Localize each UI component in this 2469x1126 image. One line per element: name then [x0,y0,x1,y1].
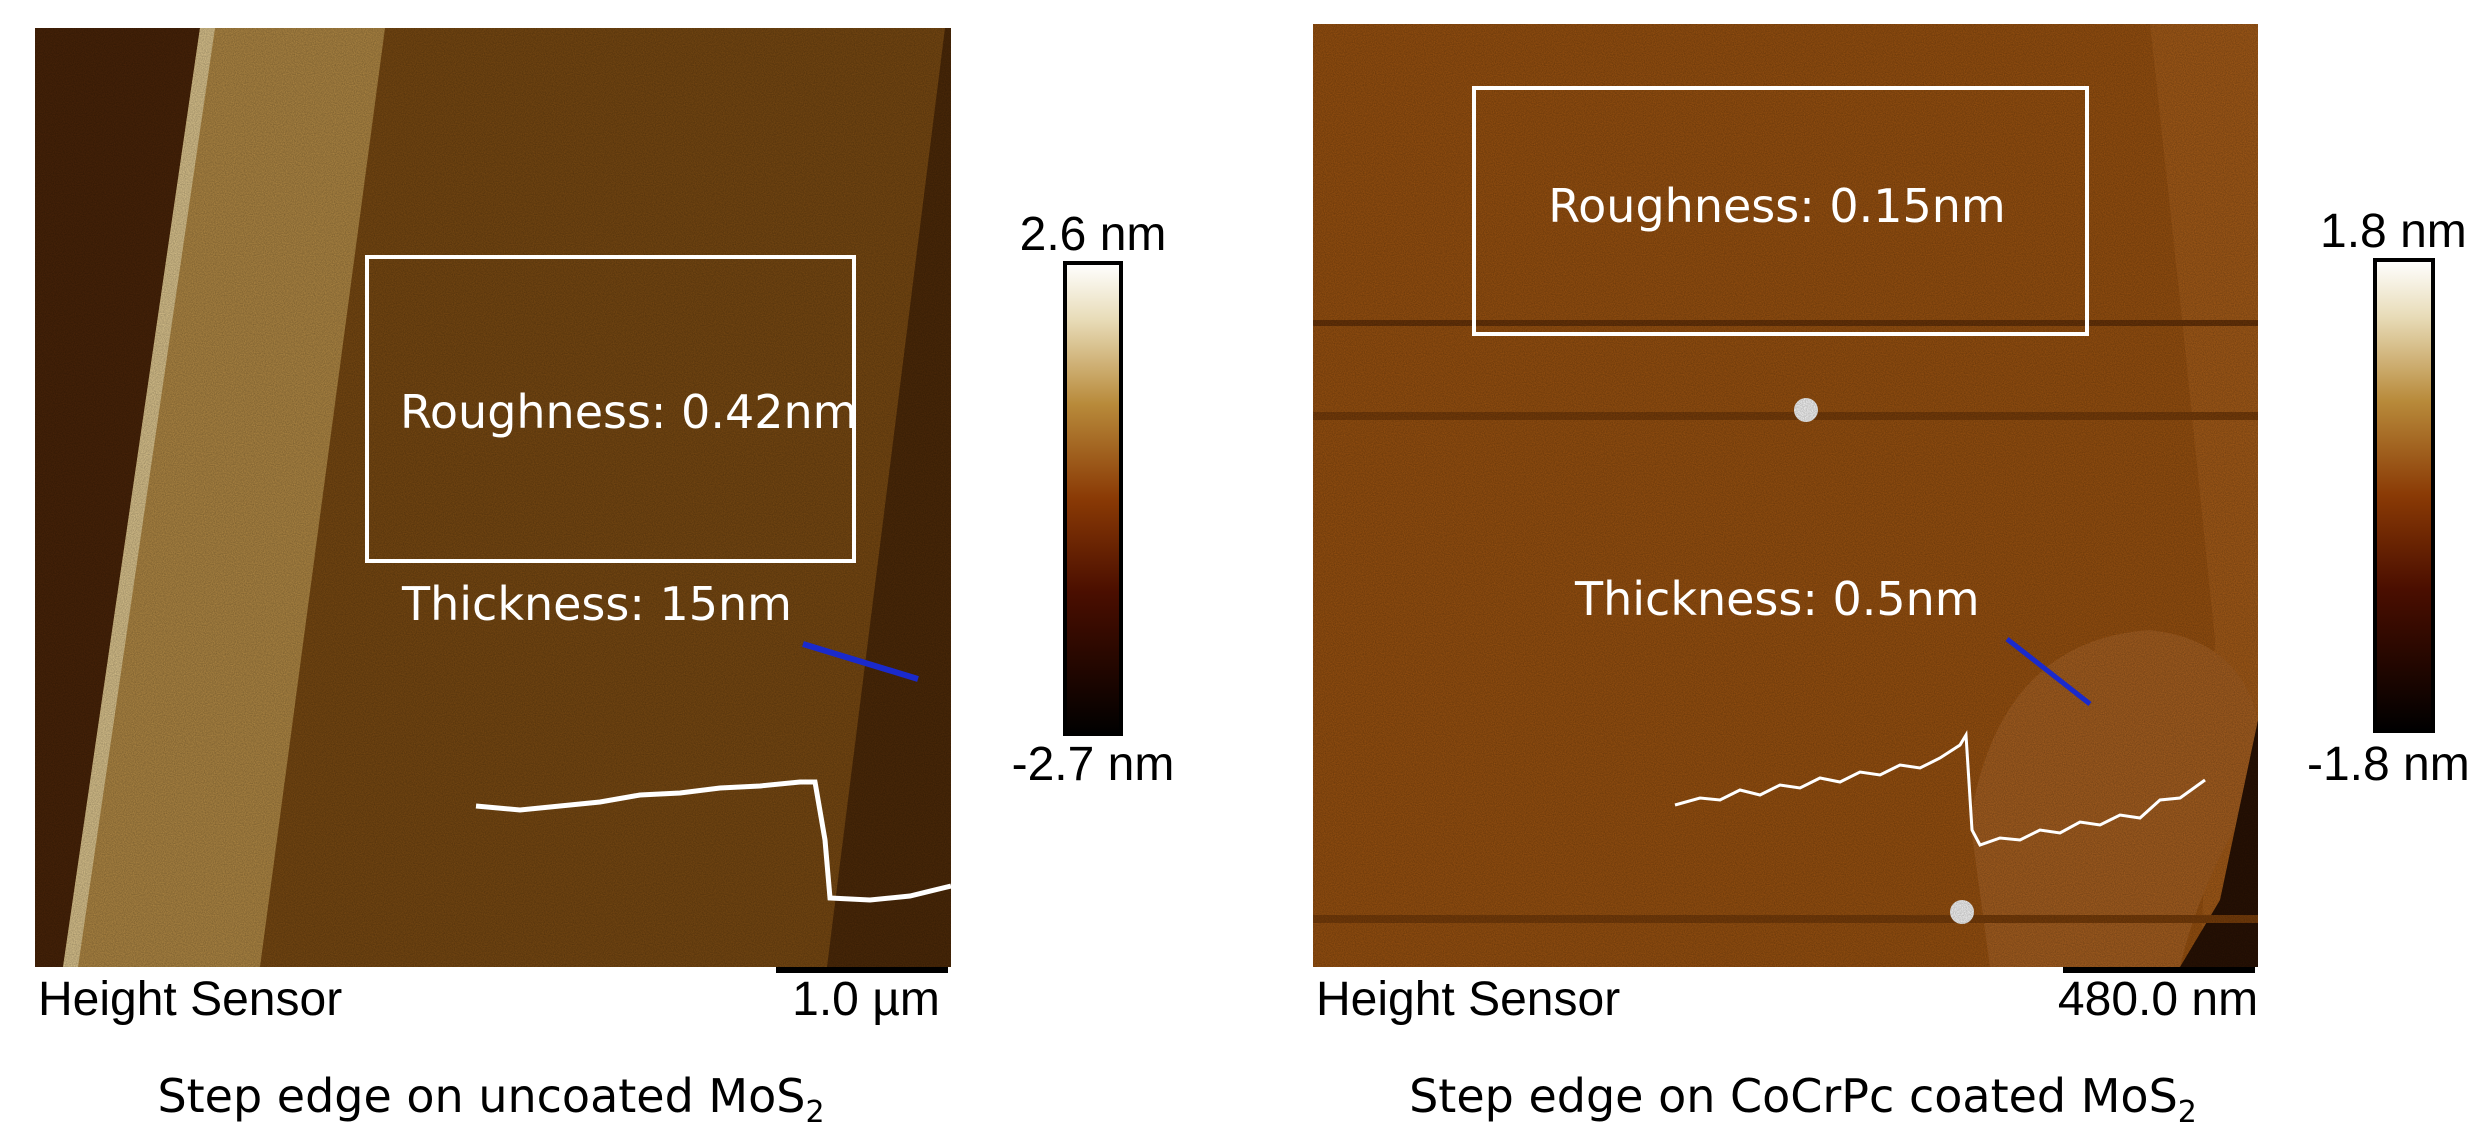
scale-bar-label: 480.0 nm [2058,973,2258,1026]
caption-text: Step edge on CoCrPc coated MoS [1409,1069,2178,1123]
caption-subscript: 2 [805,1095,824,1126]
caption-text: Step edge on uncoated MoS [157,1069,805,1123]
afm-image [1313,24,2258,967]
scale-bar-label: 1.0 µm [792,973,940,1026]
channel-label: Height Sensor [38,973,342,1026]
channel-label: Height Sensor [1316,973,1620,1026]
colorbar-min: -2.7 nm [1012,738,1175,791]
colorbar [1065,263,1121,734]
roughness-label: Roughness: 0.15nm [1548,179,2005,233]
page: Roughness: 0.42nm Thickness: 15nm 2.6 nm… [0,0,2469,1126]
caption-subscript: 2 [2178,1095,2197,1126]
colorbar-min: -1.8 nm [2307,738,2469,791]
figure: Roughness: 0.42nm Thickness: 15nm 2.6 nm… [0,0,2469,1126]
afm-image [35,28,951,967]
thickness-label: Thickness: 0.5nm [1574,572,1980,626]
colorbar-max: 2.6 nm [1020,208,1167,261]
roughness-label: Roughness: 0.42nm [400,385,857,439]
thickness-label: Thickness: 15nm [401,577,792,631]
caption: Step edge on CoCrPc coated MoS2 [1409,1069,2197,1126]
caption: Step edge on uncoated MoS2 [157,1069,824,1126]
colorbar [2375,260,2433,731]
colorbar-max: 1.8 nm [2320,205,2467,258]
